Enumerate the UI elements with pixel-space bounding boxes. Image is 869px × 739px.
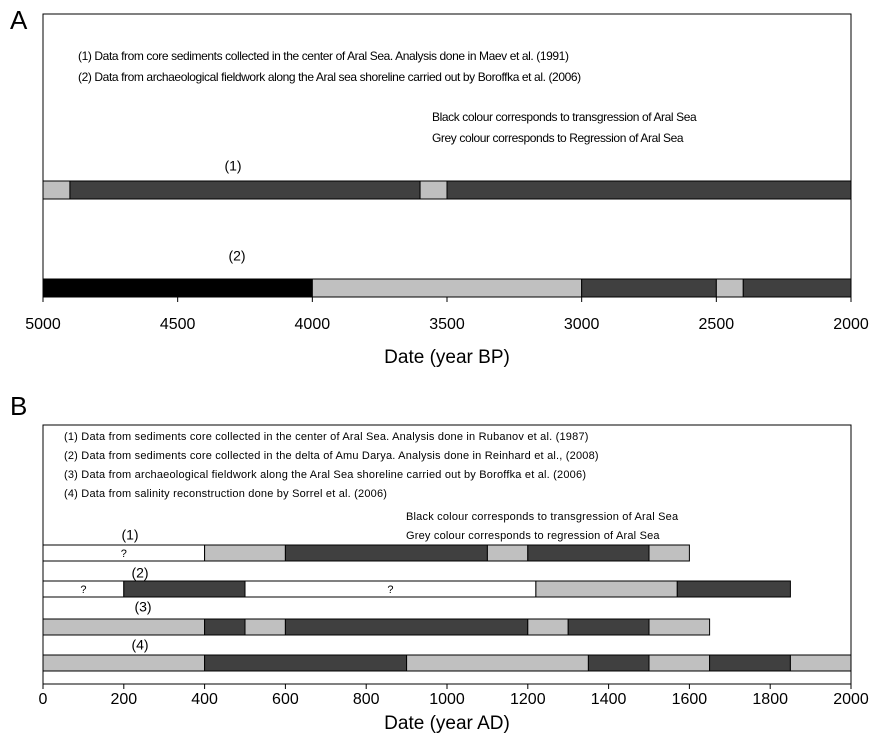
segment	[204, 618, 246, 636]
x-tick-label: 3000	[564, 316, 600, 333]
row-label: (1)	[224, 158, 241, 174]
x-axis-label: Date (year BP)	[384, 347, 510, 368]
segment	[42, 180, 71, 200]
segment	[311, 278, 583, 298]
segment	[535, 580, 678, 598]
segment-label: ?	[80, 584, 86, 596]
segment	[406, 654, 589, 672]
row-label: (4)	[131, 637, 148, 653]
segment	[587, 654, 650, 672]
segment	[486, 544, 529, 562]
legend-note: Grey colour corresponds to Regression of…	[432, 131, 684, 145]
row-label: (1)	[121, 527, 138, 543]
x-tick-label: 1000	[429, 691, 465, 708]
segment	[648, 618, 711, 636]
source-note: (2) Data from archaeological fieldwork a…	[78, 70, 581, 84]
x-tick-label: 200	[110, 691, 137, 708]
x-axis-label: Date (year AD)	[384, 713, 510, 734]
x-tick-label: 5000	[25, 316, 61, 333]
segment-label: ?	[121, 548, 127, 560]
x-tick-label: 800	[353, 691, 380, 708]
x-tick-label: 4000	[295, 316, 331, 333]
segment	[69, 180, 421, 200]
row-label: (2)	[131, 565, 148, 581]
x-tick-label: 3500	[429, 316, 465, 333]
row-label: (3)	[134, 599, 151, 615]
segment	[527, 544, 650, 562]
segment	[123, 580, 246, 598]
segment	[446, 180, 852, 200]
x-tick-label: 2000	[833, 316, 869, 333]
x-tick-label: 1200	[510, 691, 546, 708]
x-tick-label: 2000	[833, 691, 869, 708]
segment	[709, 654, 791, 672]
segment	[42, 278, 313, 298]
source-note: (1) Data from core sediments collected i…	[78, 49, 569, 63]
source-note: (3) Data from archaeological fieldwork a…	[64, 469, 586, 481]
segment	[284, 618, 529, 636]
segment	[284, 544, 488, 562]
x-tick-label: 0	[39, 691, 48, 708]
legend-note: Black colour corresponds to transgressio…	[406, 511, 679, 523]
segment	[648, 654, 711, 672]
row-label: (2)	[228, 248, 245, 264]
segment	[581, 278, 717, 298]
x-tick-label: 1400	[591, 691, 627, 708]
x-tick-label: 2500	[699, 316, 735, 333]
x-tick-label: 600	[272, 691, 299, 708]
x-tick-label: 4500	[160, 316, 196, 333]
segment	[676, 580, 791, 598]
segment	[715, 278, 744, 298]
panel-label: B	[10, 391, 27, 421]
segment	[204, 544, 286, 562]
segment	[527, 618, 569, 636]
segment	[42, 618, 206, 636]
source-note: (1) Data from sediments core collected i…	[64, 431, 589, 443]
x-tick-label: 1800	[752, 691, 788, 708]
source-note: (4) Data from salinity reconstruction do…	[64, 488, 387, 500]
segment	[419, 180, 448, 200]
source-note: (2) Data from sediments core collected i…	[64, 450, 599, 462]
segment	[42, 654, 206, 672]
legend-note: Black colour corresponds to transgressio…	[432, 110, 697, 124]
legend-note: Grey colour corresponds to regression of…	[406, 530, 660, 542]
segment	[244, 618, 286, 636]
segment	[567, 618, 650, 636]
x-tick-label: 400	[191, 691, 218, 708]
x-tick-label: 1600	[672, 691, 708, 708]
segment	[648, 544, 690, 562]
panel-label: A	[10, 5, 28, 35]
segment-label: ?	[387, 584, 393, 596]
segment	[789, 654, 852, 672]
segment	[742, 278, 852, 298]
segment	[204, 654, 408, 672]
